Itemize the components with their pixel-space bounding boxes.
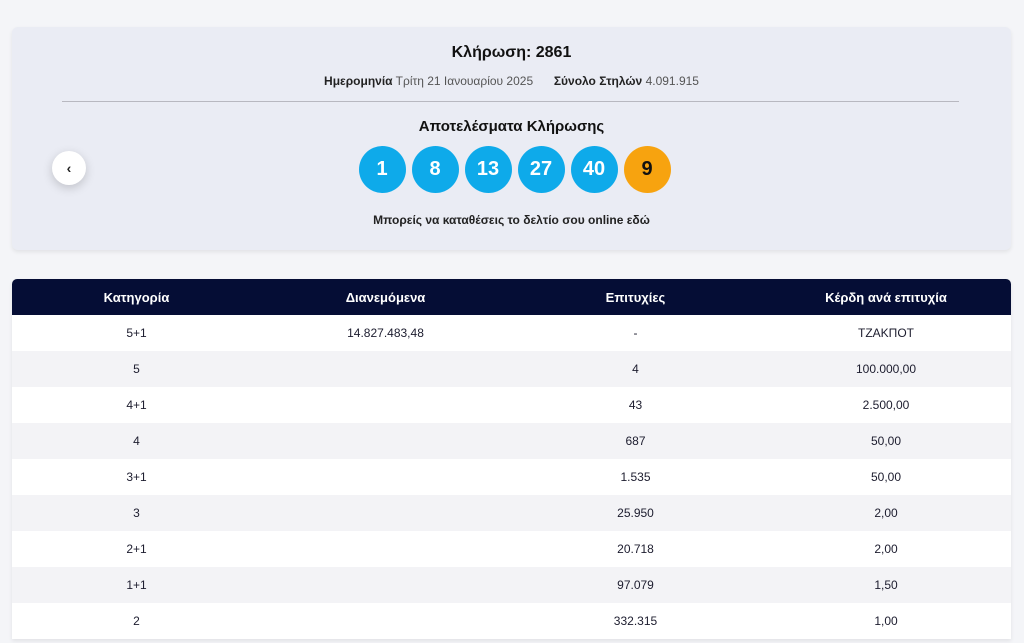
winners-cell: 687	[625, 434, 646, 448]
winning-numbers: 1 8 13 27 40 9	[12, 146, 1011, 193]
winners-cell: -	[633, 326, 638, 340]
winners-cell: 20.718	[617, 542, 654, 556]
number-ball: 8	[411, 146, 459, 193]
prize-cell: 50,00	[870, 434, 902, 448]
prize-cell: 2.500,00	[862, 398, 910, 412]
draw-meta: Ημερομηνία Τρίτη 21 Ιανουαρίου 2025 Σύνο…	[12, 74, 1011, 88]
distributed-cell	[261, 603, 510, 639]
results-title: Αποτελέσματα Κλήρωσης	[418, 118, 605, 135]
winners-cell: 25.950	[617, 506, 654, 520]
distributed-cell	[261, 495, 510, 531]
table-row: 1+1 97.079 1,50	[12, 567, 1011, 603]
category-cell: 3	[133, 506, 140, 520]
distributed-cell: 14.827.483,48	[347, 326, 424, 340]
table-row: 4+1 43 2.500,00	[12, 387, 1011, 423]
number-ball: 13	[464, 146, 512, 193]
table-row: 3+1 1.535 50,00	[12, 459, 1011, 495]
draw-title: Κλήρωση: 2861	[451, 44, 572, 61]
distributed-cell	[261, 567, 510, 603]
distributed-cell	[261, 351, 510, 387]
number-ball: 1	[358, 146, 406, 193]
category-cell: 4+1	[126, 398, 147, 412]
prize-cell: 1,50	[874, 578, 898, 592]
distributed-cell	[261, 387, 510, 423]
table-header-row: Κατηγορία Διανεμόμενα Επιτυχίες Κέρδη αν…	[12, 279, 1011, 315]
number-ball: 27	[517, 146, 565, 193]
winners-cell: 332.315	[613, 614, 658, 628]
columns-value: 4.091.915	[645, 74, 699, 88]
category-cell: 1+1	[126, 578, 147, 592]
distributed-cell	[261, 531, 510, 567]
online-submit-link[interactable]: Μπορείς να καταθέσεις το δελτίο σου onli…	[373, 213, 650, 227]
winners-cell: 1.535	[620, 470, 651, 484]
table-row: 3 25.950 2,00	[12, 495, 1011, 531]
header-category: Κατηγορία	[103, 289, 170, 305]
prize-cell: 2,00	[874, 542, 898, 556]
category-cell: 3+1	[126, 470, 147, 484]
category-cell: 4	[133, 434, 140, 448]
table-row: 2+1 20.718 2,00	[12, 531, 1011, 567]
prize-cell: 1,00	[874, 614, 898, 628]
header-winners: Επιτυχίες	[605, 289, 666, 305]
category-cell: 5	[133, 362, 140, 376]
distributed-cell	[261, 423, 510, 459]
chevron-left-icon: ‹	[66, 160, 72, 176]
winners-cell: 43	[628, 398, 643, 412]
distributed-cell	[261, 459, 510, 495]
prize-table: Κατηγορία Διανεμόμενα Επιτυχίες Κέρδη αν…	[12, 279, 1011, 639]
table-row: 2 332.315 1,00	[12, 603, 1011, 639]
table-row: 4 687 50,00	[12, 423, 1011, 459]
date-value: Τρίτη 21 Ιανουαρίου 2025	[395, 74, 534, 88]
prize-cell: 50,00	[870, 470, 902, 484]
divider	[62, 101, 959, 102]
previous-draw-button[interactable]: ‹	[52, 151, 86, 185]
category-cell: 2	[133, 614, 140, 628]
number-ball: 40	[570, 146, 618, 193]
prize-cell: 2,00	[874, 506, 898, 520]
winners-cell: 97.079	[617, 578, 654, 592]
date-label: Ημερομηνία	[324, 74, 393, 88]
winners-cell: 4	[632, 362, 639, 376]
table-row: 5+1 14.827.483,48 - ΤΖΑΚΠΟΤ	[12, 315, 1011, 351]
category-cell: 2+1	[126, 542, 147, 556]
table-row: 5 4 100.000,00	[12, 351, 1011, 387]
draw-card: Κλήρωση: 2861 Ημερομηνία Τρίτη 21 Ιανουα…	[12, 27, 1011, 250]
prize-cell: 100.000,00	[855, 362, 917, 376]
header-prize: Κέρδη ανά επιτυχία	[825, 289, 947, 305]
header-distributed: Διανεμόμενα	[345, 289, 426, 305]
columns-label: Σύνολο Στηλών	[553, 74, 643, 88]
category-cell: 5+1	[126, 326, 147, 340]
prize-cell: ΤΖΑΚΠΟΤ	[858, 326, 914, 340]
bonus-ball: 9	[623, 146, 671, 193]
